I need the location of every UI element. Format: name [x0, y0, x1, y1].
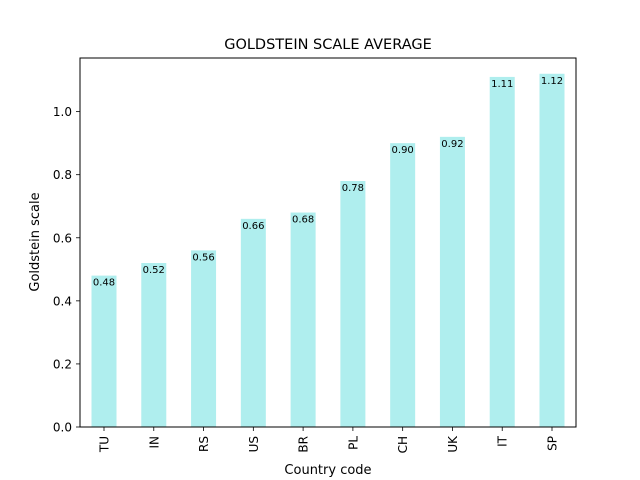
data-label-br: 0.68 [292, 215, 314, 226]
x-tick-label-br: BR [297, 436, 311, 453]
bars-group [91, 73, 565, 428]
bar-it [489, 76, 515, 428]
x-tick-label-it: IT [496, 435, 510, 447]
bar-sp [539, 73, 565, 428]
data-label-tu: 0.48 [93, 278, 115, 289]
x-tick-label-tu: TU [98, 436, 112, 453]
bar-uk [439, 136, 465, 427]
y-axis-label: Goldstein scale [28, 192, 43, 291]
bar-in [141, 263, 167, 427]
data-label-ch: 0.90 [392, 145, 414, 156]
data-label-uk: 0.92 [441, 139, 463, 150]
y-axis: 0.0 0.2 0.4 0.6 0.8 1.0 [53, 105, 80, 435]
data-label-in: 0.52 [143, 265, 165, 276]
bar-ch [390, 143, 416, 427]
x-tick-label-sp: SP [546, 436, 560, 451]
y-tick-label: 0.2 [53, 357, 72, 371]
data-label-pl: 0.78 [342, 183, 364, 194]
x-tick-label-uk: UK [446, 435, 460, 453]
data-label-rs: 0.56 [192, 252, 214, 263]
data-labels-group: 0.48 0.52 0.56 0.66 0.68 0.78 0.90 0.92 1.11 1.12 [93, 76, 563, 289]
x-tick-label-pl: PL [346, 436, 360, 450]
x-tick-label-rs: RS [197, 436, 211, 452]
data-label-sp: 1.12 [541, 76, 563, 87]
chart-title: GOLDSTEIN SCALE AVERAGE [224, 37, 432, 53]
bar-us [240, 218, 266, 427]
y-tick-label: 0.6 [53, 231, 72, 245]
y-tick-label: 0.4 [53, 294, 72, 308]
bar-tu [91, 275, 117, 427]
x-tick-label-ch: CH [396, 436, 410, 453]
y-tick-label: 1.0 [53, 105, 72, 119]
y-tick-label: 0.0 [53, 421, 72, 435]
bar-pl [340, 181, 366, 427]
data-label-it: 1.11 [491, 79, 513, 90]
x-axis-label: Country code [284, 463, 371, 478]
data-label-us: 0.66 [242, 221, 264, 232]
x-axis: TU IN RS US BR PL CH UK IT SP [98, 427, 560, 453]
x-tick-label-us: US [247, 436, 261, 452]
x-tick-label-in: IN [147, 436, 161, 449]
plot-frame [79, 57, 577, 428]
y-tick-label: 0.8 [53, 168, 72, 182]
bar-br [290, 212, 316, 427]
bar-rs [191, 250, 217, 427]
